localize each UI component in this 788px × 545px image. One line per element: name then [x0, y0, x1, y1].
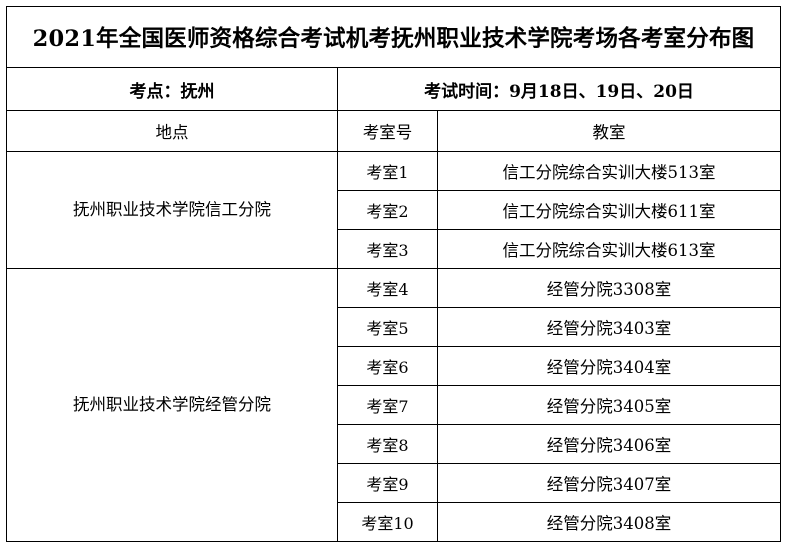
room-no-cell: 考室2 [337, 190, 438, 230]
room-no-cell: 考室6 [337, 346, 438, 386]
location-cell-group-0: 抚州职业技术学院信工分院 [6, 151, 338, 269]
classroom-cell: 经管分院3408室 [437, 502, 781, 542]
classroom-cell: 经管分院3407室 [437, 463, 781, 503]
table-row: 考室3 信工分院综合实训大楼613室 [7, 229, 781, 269]
table-row: 考室7 经管分院3405室 [7, 385, 781, 425]
room-no-cell: 考室4 [337, 268, 438, 308]
room-no-cell: 考室8 [337, 424, 438, 464]
table-row: 考室10 经管分院3408室 [7, 502, 781, 542]
exam-site-cell: 考点：抚州 [6, 67, 338, 111]
column-header-row: 地点 考室号 教室 [6, 110, 781, 152]
info-row: 考点：抚州 考试时间：9月18日、19日、20日 [6, 67, 781, 111]
location-cell-group-1: 抚州职业技术学院经管分院 [6, 268, 338, 542]
column-header-room-no: 考室号 [337, 110, 438, 152]
room-no-cell: 考室3 [337, 229, 438, 269]
table-body: 2021年全国医师资格综合考试机考抚州职业技术学院考场各考室分布图 考点：抚州 … [6, 6, 781, 542]
table-row: 考室9 经管分院3407室 [7, 463, 781, 503]
exam-time-cell: 考试时间：9月18日、19日、20日 [337, 67, 781, 111]
classroom-cell: 经管分院3308室 [437, 268, 781, 308]
document-title: 2021年全国医师资格综合考试机考抚州职业技术学院考场各考室分布图 [6, 6, 781, 68]
table-row: 考室8 经管分院3406室 [7, 424, 781, 464]
classroom-cell: 经管分院3404室 [437, 346, 781, 386]
classroom-cell: 经管分院3403室 [437, 307, 781, 347]
column-header-location: 地点 [6, 110, 338, 152]
room-no-cell: 考室5 [337, 307, 438, 347]
table-row: 抚州职业技术学院信工分院 考室1 信工分院综合实训大楼513室 [6, 151, 781, 269]
table-row: 考室5 经管分院3403室 [7, 307, 781, 347]
table-row: 考室6 经管分院3404室 [7, 346, 781, 386]
room-no-cell: 考室10 [337, 502, 438, 542]
classroom-cell: 信工分院综合实训大楼513室 [437, 151, 781, 191]
classroom-cell: 经管分院3406室 [437, 424, 781, 464]
classroom-cell: 信工分院综合实训大楼613室 [437, 229, 781, 269]
classroom-cell: 经管分院3405室 [437, 385, 781, 425]
room-no-cell: 考室7 [337, 385, 438, 425]
table-row: 抚州职业技术学院经管分院 考室4 经管分院3308室 [6, 268, 781, 542]
room-no-cell: 考室9 [337, 463, 438, 503]
exam-room-distribution-table: 2021年全国医师资格综合考试机考抚州职业技术学院考场各考室分布图 考点：抚州 … [6, 6, 781, 542]
room-no-cell: 考室1 [337, 151, 438, 191]
title-row: 2021年全国医师资格综合考试机考抚州职业技术学院考场各考室分布图 [6, 6, 781, 68]
classroom-cell: 信工分院综合实训大楼611室 [437, 190, 781, 230]
column-header-classroom: 教室 [437, 110, 781, 152]
table-row: 考室2 信工分院综合实训大楼611室 [7, 190, 781, 230]
